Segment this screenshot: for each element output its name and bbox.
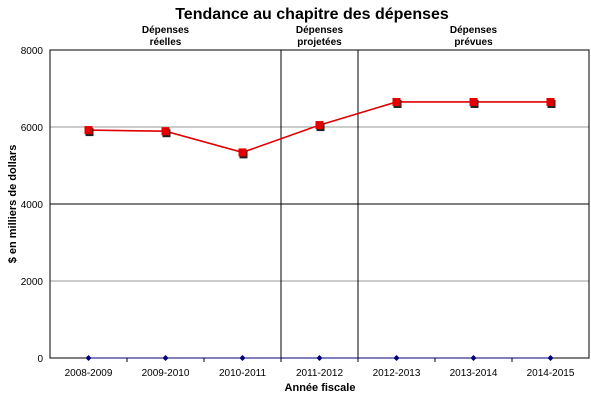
y-tick-label: 2000 — [21, 277, 44, 288]
data-point — [162, 355, 169, 361]
y-tick-label: 8000 — [21, 46, 44, 57]
x-axis-label: Année fiscale — [285, 382, 356, 394]
x-tick-label: 2012-2013 — [373, 368, 421, 379]
section-dividers — [280, 50, 359, 358]
section-label-line2: réelles — [150, 37, 182, 48]
data-point — [84, 126, 93, 135]
data-point — [470, 355, 477, 361]
data-point — [85, 355, 92, 361]
data-point — [161, 127, 170, 136]
data-point — [469, 97, 478, 106]
x-tick-label: 2008-2009 — [65, 368, 113, 379]
y-axis-label: $ en milliers de dollars — [7, 145, 19, 264]
x-tick-label: 2009-2010 — [142, 368, 190, 379]
section-label-line2: prévues — [454, 37, 493, 48]
data-point — [546, 97, 555, 106]
data-point — [238, 148, 247, 157]
data-point — [315, 121, 324, 130]
data-point — [547, 355, 554, 361]
chart-title: Tendance au chapitre des dépenses — [175, 6, 449, 23]
x-axis-tick-labels: 2008-2009 2009-2010 2010-2011 2011-2012 2012… — [65, 358, 575, 379]
section-labels: DépensesréellesDépensesprojetéesDépenses… — [142, 25, 498, 48]
gridlines — [50, 126, 589, 282]
y-axis-tick-labels: 0 2000 4000 6000 8000 — [21, 46, 44, 365]
y-tick-label: 6000 — [21, 123, 44, 134]
y-tick-label: 4000 — [21, 200, 44, 211]
x-tick-label: 2010-2011 — [219, 368, 267, 379]
section-label-line1: Dépenses — [142, 25, 190, 36]
x-tick-label: 2013-2014 — [450, 368, 498, 379]
data-point — [316, 355, 323, 361]
data-point — [239, 355, 246, 361]
section-label-line1: Dépenses — [450, 25, 498, 36]
section-label-line2: projetées — [297, 37, 342, 48]
x-tick-label: 2011-2012 — [296, 368, 344, 379]
y-tick-label: 0 — [37, 354, 43, 365]
series-layer — [84, 97, 556, 361]
data-point — [393, 355, 400, 361]
section-label-line1: Dépenses — [296, 25, 344, 36]
data-point — [392, 97, 401, 106]
x-tick-label: 2014-2015 — [527, 368, 575, 379]
